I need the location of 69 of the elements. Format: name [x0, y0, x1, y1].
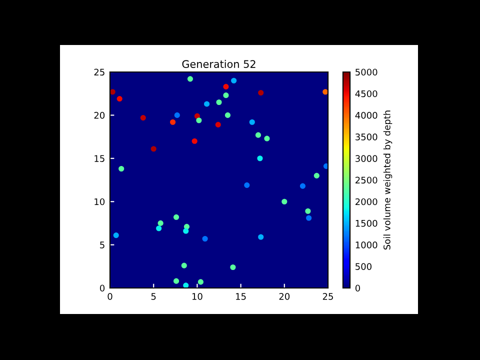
color-bar-title: Soil volume weighted by depth — [383, 110, 392, 250]
color-bar-label: 1500 — [356, 220, 378, 227]
point — [118, 166, 124, 172]
x-tick-label: 25 — [322, 293, 333, 300]
color-bar-label: 1000 — [356, 242, 378, 248]
y-tick-label: 0 — [100, 284, 105, 292]
y-tick-label: 25 — [94, 68, 104, 76]
point — [322, 89, 328, 95]
x-tick-label: 10 — [192, 293, 202, 300]
point — [150, 146, 156, 152]
point — [173, 214, 180, 220]
point — [113, 232, 119, 238]
point — [194, 113, 200, 119]
color-bar-label: 0 — [355, 284, 360, 292]
point — [184, 224, 190, 230]
color-bar-label: 5000 — [356, 68, 378, 76]
y-tick-label: 15 — [94, 155, 104, 162]
x-tick-label: 5 — [151, 293, 156, 300]
point — [305, 208, 311, 214]
point — [158, 220, 164, 226]
point — [215, 122, 221, 128]
y-tick-label: 5 — [100, 242, 104, 248]
point — [223, 84, 229, 90]
color-bar-label: 3000 — [356, 155, 378, 162]
color-bar-label: 4000 — [355, 112, 378, 119]
y-tick-label: 10 — [94, 198, 105, 206]
color-bar-label: 2500 — [356, 176, 378, 184]
point — [230, 264, 236, 270]
point — [323, 163, 328, 169]
point — [282, 198, 288, 204]
point — [173, 278, 180, 284]
point — [216, 99, 222, 106]
point — [258, 90, 264, 96]
color-bar-label: 4500 — [355, 90, 378, 98]
point — [174, 112, 180, 118]
point — [140, 115, 146, 121]
point — [231, 78, 237, 84]
point — [258, 234, 264, 240]
point — [257, 156, 263, 162]
point — [306, 215, 312, 221]
point — [204, 101, 210, 107]
point — [170, 119, 176, 125]
point — [244, 182, 250, 188]
point — [249, 119, 255, 125]
point — [264, 136, 270, 142]
color-bar-label: 500 — [356, 263, 372, 270]
point — [196, 118, 202, 124]
point — [181, 262, 187, 268]
chart-title: Generation 52 — [182, 60, 256, 68]
point — [116, 96, 122, 102]
x-tick-label: 15 — [236, 293, 246, 300]
point — [314, 172, 320, 178]
point — [198, 279, 204, 285]
point — [183, 228, 189, 234]
x-tick-label: 20 — [279, 293, 290, 300]
point — [110, 89, 116, 95]
point — [224, 112, 230, 118]
point — [183, 282, 189, 288]
point — [202, 236, 208, 242]
y-tick-label: 20 — [94, 112, 105, 119]
x-tick-label: 0 — [108, 293, 112, 300]
point — [192, 138, 198, 144]
point — [223, 92, 229, 98]
point — [156, 226, 162, 232]
color-bar-label: 2000 — [356, 198, 378, 206]
point — [255, 132, 262, 138]
point — [187, 76, 193, 82]
color-bar-label: 3500 — [356, 134, 378, 140]
point — [300, 183, 306, 189]
